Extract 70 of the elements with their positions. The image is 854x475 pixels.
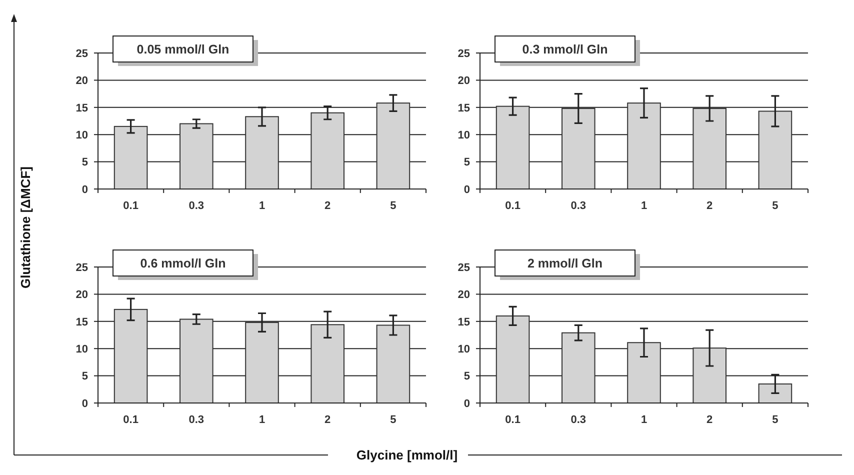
chart-title: 0.05 mmol/l Gln bbox=[136, 42, 230, 56]
y-tick-label: 0 bbox=[82, 398, 88, 410]
x-tick-label: 2 bbox=[706, 200, 713, 212]
x-tick-label: 1 bbox=[640, 200, 648, 212]
y-tick-label: 25 bbox=[458, 48, 470, 60]
y-tick-label: 15 bbox=[76, 102, 88, 114]
bar bbox=[245, 322, 279, 404]
y-tick-label: 20 bbox=[458, 289, 470, 302]
y-tick-label: 10 bbox=[458, 343, 470, 356]
bar bbox=[627, 342, 661, 404]
x-tick-label: 2 bbox=[324, 200, 331, 212]
y-tick-label: 0 bbox=[82, 184, 88, 196]
bar bbox=[180, 318, 214, 404]
bar bbox=[114, 126, 148, 190]
y-tick-label: 25 bbox=[458, 262, 470, 274]
bar bbox=[562, 108, 596, 190]
bar bbox=[758, 110, 792, 190]
bar bbox=[376, 102, 410, 190]
y-tick-label: 15 bbox=[76, 316, 88, 328]
bar bbox=[496, 315, 530, 404]
x-tick-label: 0.3 bbox=[570, 414, 586, 426]
y-tick-label: 0 bbox=[464, 398, 470, 410]
y-tick-label: 20 bbox=[458, 75, 470, 88]
x-tick-label: 0.3 bbox=[188, 414, 204, 426]
x-tick-label: 2 bbox=[706, 414, 713, 426]
y-tick-label: 5 bbox=[82, 370, 88, 383]
x-tick-label: 1 bbox=[640, 414, 648, 426]
chart-title: 0.6 mmol/l Gln bbox=[140, 256, 226, 270]
x-tick-label: 1 bbox=[258, 414, 266, 426]
x-tick-label: 0.1 bbox=[505, 200, 520, 212]
x-tick-label: 5 bbox=[772, 200, 778, 212]
y-tick-label: 20 bbox=[76, 289, 88, 302]
y-tick-label: 5 bbox=[82, 156, 88, 169]
y-tick-label: 0 bbox=[464, 184, 470, 196]
chart-title: 0.3 mmol/l Gln bbox=[522, 42, 608, 56]
x-tick-label: 0.3 bbox=[188, 200, 204, 212]
x-tick-label: 0.1 bbox=[505, 414, 520, 426]
y-tick-label: 10 bbox=[76, 343, 88, 356]
y-axis-title: Glutathione [ΔMCF] bbox=[18, 166, 33, 288]
x-tick-label: 0.1 bbox=[123, 414, 138, 426]
bar bbox=[627, 102, 661, 190]
y-tick-label: 5 bbox=[464, 370, 470, 383]
y-tick-label: 10 bbox=[76, 129, 88, 142]
y-tick-label: 5 bbox=[464, 156, 470, 169]
bar bbox=[114, 308, 148, 404]
bar bbox=[496, 106, 530, 190]
x-tick-label: 5 bbox=[772, 414, 778, 426]
x-tick-label: 5 bbox=[390, 414, 396, 426]
x-tick-label: 0.3 bbox=[570, 200, 586, 212]
x-tick-label: 1 bbox=[258, 200, 266, 212]
x-tick-label: 2 bbox=[324, 414, 331, 426]
bar bbox=[562, 332, 596, 404]
bar bbox=[692, 108, 726, 190]
bar bbox=[376, 324, 410, 404]
chart-title: 2 mmol/l Gln bbox=[527, 256, 603, 270]
y-tick-label: 25 bbox=[76, 262, 88, 274]
x-axis-title: Glycine [mmol/l] bbox=[356, 448, 458, 463]
bar bbox=[758, 383, 792, 404]
x-tick-label: 5 bbox=[390, 200, 396, 212]
y-tick-label: 15 bbox=[458, 316, 470, 328]
y-tick-label: 25 bbox=[76, 48, 88, 60]
y-tick-label: 20 bbox=[76, 75, 88, 88]
x-tick-label: 0.1 bbox=[123, 200, 138, 212]
bar bbox=[180, 123, 214, 190]
y-tick-label: 15 bbox=[458, 102, 470, 114]
y-tick-label: 10 bbox=[458, 129, 470, 142]
bar bbox=[310, 324, 344, 404]
bar bbox=[245, 116, 279, 190]
bar bbox=[692, 348, 726, 404]
bar bbox=[310, 112, 344, 190]
